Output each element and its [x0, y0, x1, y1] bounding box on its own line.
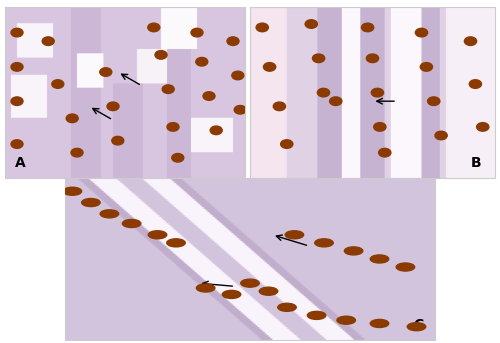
Circle shape — [148, 23, 160, 32]
Circle shape — [11, 28, 23, 37]
Circle shape — [196, 57, 208, 66]
Circle shape — [167, 239, 185, 247]
Circle shape — [476, 123, 489, 131]
Circle shape — [232, 71, 244, 80]
Circle shape — [312, 54, 324, 63]
Circle shape — [259, 287, 278, 295]
Circle shape — [330, 97, 342, 106]
Text: B: B — [470, 156, 481, 170]
Circle shape — [464, 37, 476, 45]
Circle shape — [315, 239, 333, 247]
Circle shape — [285, 231, 304, 239]
Circle shape — [241, 279, 259, 287]
Circle shape — [11, 97, 23, 106]
Circle shape — [366, 54, 378, 63]
Circle shape — [374, 123, 386, 131]
Circle shape — [280, 140, 293, 148]
Circle shape — [148, 231, 167, 239]
Circle shape — [11, 140, 23, 148]
Circle shape — [66, 114, 78, 123]
Circle shape — [167, 123, 179, 131]
Circle shape — [428, 97, 440, 106]
Circle shape — [63, 187, 82, 195]
Circle shape — [42, 37, 54, 45]
Circle shape — [264, 62, 276, 71]
Circle shape — [370, 319, 389, 328]
Circle shape — [470, 80, 482, 88]
Circle shape — [100, 68, 112, 76]
Circle shape — [378, 149, 391, 157]
Circle shape — [370, 255, 389, 263]
Circle shape — [82, 199, 100, 206]
Circle shape — [305, 20, 318, 28]
Circle shape — [210, 126, 222, 135]
Circle shape — [172, 154, 184, 162]
Circle shape — [222, 291, 241, 298]
Circle shape — [162, 85, 174, 93]
Circle shape — [318, 88, 330, 97]
Circle shape — [227, 37, 239, 45]
Circle shape — [435, 131, 447, 140]
Circle shape — [100, 210, 118, 218]
Circle shape — [308, 311, 326, 319]
Circle shape — [71, 149, 83, 157]
Circle shape — [256, 23, 268, 32]
Text: C: C — [413, 318, 423, 331]
Circle shape — [155, 50, 167, 59]
Circle shape — [52, 80, 64, 88]
Circle shape — [196, 284, 215, 292]
Circle shape — [203, 92, 215, 100]
Circle shape — [407, 323, 426, 331]
Circle shape — [344, 247, 363, 255]
Circle shape — [191, 28, 203, 37]
Circle shape — [396, 263, 414, 271]
Circle shape — [112, 137, 124, 145]
Circle shape — [234, 105, 246, 114]
Circle shape — [362, 23, 374, 32]
Circle shape — [122, 220, 141, 227]
Circle shape — [274, 102, 285, 111]
Text: A: A — [14, 156, 26, 170]
Circle shape — [11, 62, 23, 71]
Circle shape — [278, 303, 296, 311]
Circle shape — [420, 62, 432, 71]
Circle shape — [416, 28, 428, 37]
Circle shape — [337, 316, 355, 324]
Circle shape — [372, 88, 384, 97]
Circle shape — [107, 102, 119, 111]
